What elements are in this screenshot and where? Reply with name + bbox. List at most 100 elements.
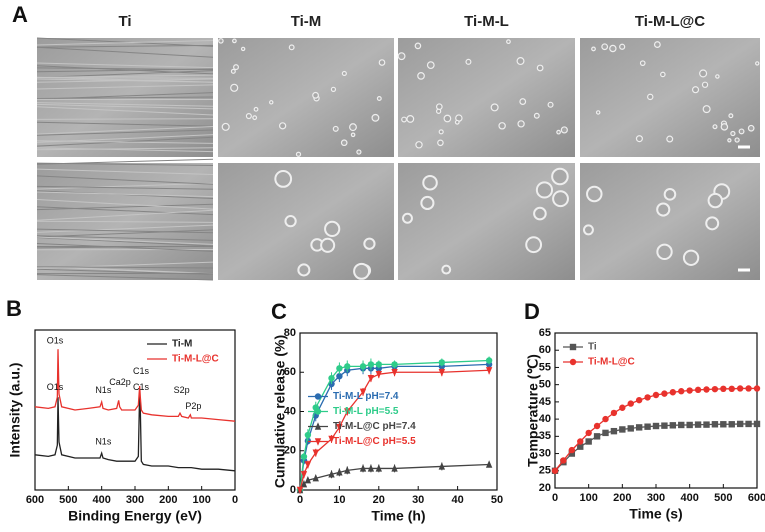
- marker: [438, 369, 446, 377]
- particle: [525, 236, 543, 254]
- surface-streak: [36, 126, 214, 135]
- x-tick-label: 0: [297, 494, 303, 506]
- particle: [715, 74, 720, 79]
- particle: [747, 124, 755, 132]
- marker: [577, 443, 584, 450]
- surface-streak: [36, 203, 214, 211]
- particle: [738, 128, 745, 135]
- x-axis-label: Binding Energy (eV): [68, 508, 202, 524]
- particle: [517, 120, 525, 128]
- plot-frame: [554, 332, 758, 489]
- marker: [610, 409, 618, 417]
- marker: [652, 422, 660, 430]
- surface-streak: [36, 224, 214, 233]
- particle: [332, 125, 339, 132]
- marker: [635, 396, 643, 404]
- particle: [341, 70, 347, 77]
- marker: [367, 361, 375, 368]
- marker: [577, 438, 584, 445]
- marker: [391, 361, 398, 368]
- x-tick-label: 600: [26, 494, 44, 506]
- peak-label: C1s: [133, 382, 150, 392]
- particle: [426, 61, 435, 70]
- legend-label: Ti-M-L pH=7.4: [333, 391, 399, 402]
- particle: [297, 263, 311, 277]
- marker: [602, 415, 609, 423]
- particle: [701, 81, 709, 88]
- particle: [635, 135, 643, 143]
- marker: [344, 408, 351, 416]
- surface-streak: [36, 237, 214, 247]
- x-axis-label: Time (h): [371, 508, 425, 524]
- surface-streak: [36, 134, 214, 143]
- sem-image: [398, 38, 575, 157]
- peak-label: Ca2p: [109, 377, 131, 387]
- particle: [349, 123, 357, 132]
- particle: [330, 86, 337, 92]
- sem-image: [218, 38, 394, 157]
- peak-label: C1s: [133, 366, 150, 376]
- particle: [350, 132, 356, 138]
- x-tick-label: 500: [714, 492, 732, 504]
- particle: [278, 122, 287, 130]
- particle: [609, 44, 617, 53]
- particle: [653, 41, 661, 48]
- particle: [656, 202, 671, 217]
- particle: [230, 68, 236, 74]
- marker: [711, 421, 719, 428]
- particle: [666, 135, 674, 143]
- marker: [627, 400, 634, 407]
- marker: [300, 479, 308, 488]
- surface-streak: [36, 65, 214, 75]
- y-axis-label: Cumulative release (%): [272, 335, 288, 488]
- surface-streak: [36, 147, 214, 151]
- legend-label: Ti-M-L pH=5.5: [333, 406, 399, 417]
- marker: [296, 486, 304, 495]
- y-axis-label: Temperature (℃): [525, 354, 541, 467]
- surface-streak: [36, 229, 214, 238]
- legend-label: Ti-M-L@C pH=7.4: [333, 421, 416, 432]
- particle: [519, 98, 527, 105]
- x-tick-label: 0: [232, 494, 238, 506]
- marker: [336, 372, 343, 380]
- particle: [402, 212, 413, 224]
- particle: [506, 39, 511, 45]
- particle: [712, 124, 718, 130]
- marker: [711, 385, 719, 393]
- particle: [699, 69, 708, 78]
- marker: [619, 426, 626, 433]
- particle: [547, 101, 554, 108]
- x-axis-label: Time (s): [629, 506, 682, 522]
- legend-label: Ti-M-L@C: [172, 354, 219, 365]
- surface-streak: [36, 228, 214, 234]
- marker: [736, 385, 744, 392]
- surface-streak: [36, 84, 214, 90]
- surface-streak: [36, 198, 214, 210]
- marker: [585, 438, 592, 445]
- surface-streak: [36, 265, 214, 275]
- y-tick-label: 65: [539, 327, 551, 339]
- marker: [300, 471, 308, 479]
- particle: [435, 103, 443, 111]
- marker: [669, 422, 677, 429]
- marker: [300, 453, 308, 460]
- particle: [284, 215, 297, 228]
- y-tick-label: 60: [284, 366, 296, 378]
- legend-label: Ti-M: [172, 339, 192, 350]
- surface-streak: [36, 185, 214, 190]
- peak-label: N1s: [95, 385, 112, 395]
- marker: [610, 427, 618, 435]
- surface-streak: [36, 129, 214, 136]
- particle: [720, 123, 729, 131]
- particle: [601, 43, 609, 51]
- surface-streak: [36, 209, 214, 221]
- x-tick-label: 400: [680, 492, 698, 504]
- x-tick-label: 10: [333, 494, 345, 506]
- particle: [288, 44, 295, 51]
- surface-streak: [36, 182, 214, 190]
- marker: [375, 464, 382, 472]
- surface-streak: [36, 162, 214, 167]
- x-tick-label: 200: [159, 494, 177, 506]
- particle: [218, 38, 224, 44]
- surface-streak: [36, 78, 214, 83]
